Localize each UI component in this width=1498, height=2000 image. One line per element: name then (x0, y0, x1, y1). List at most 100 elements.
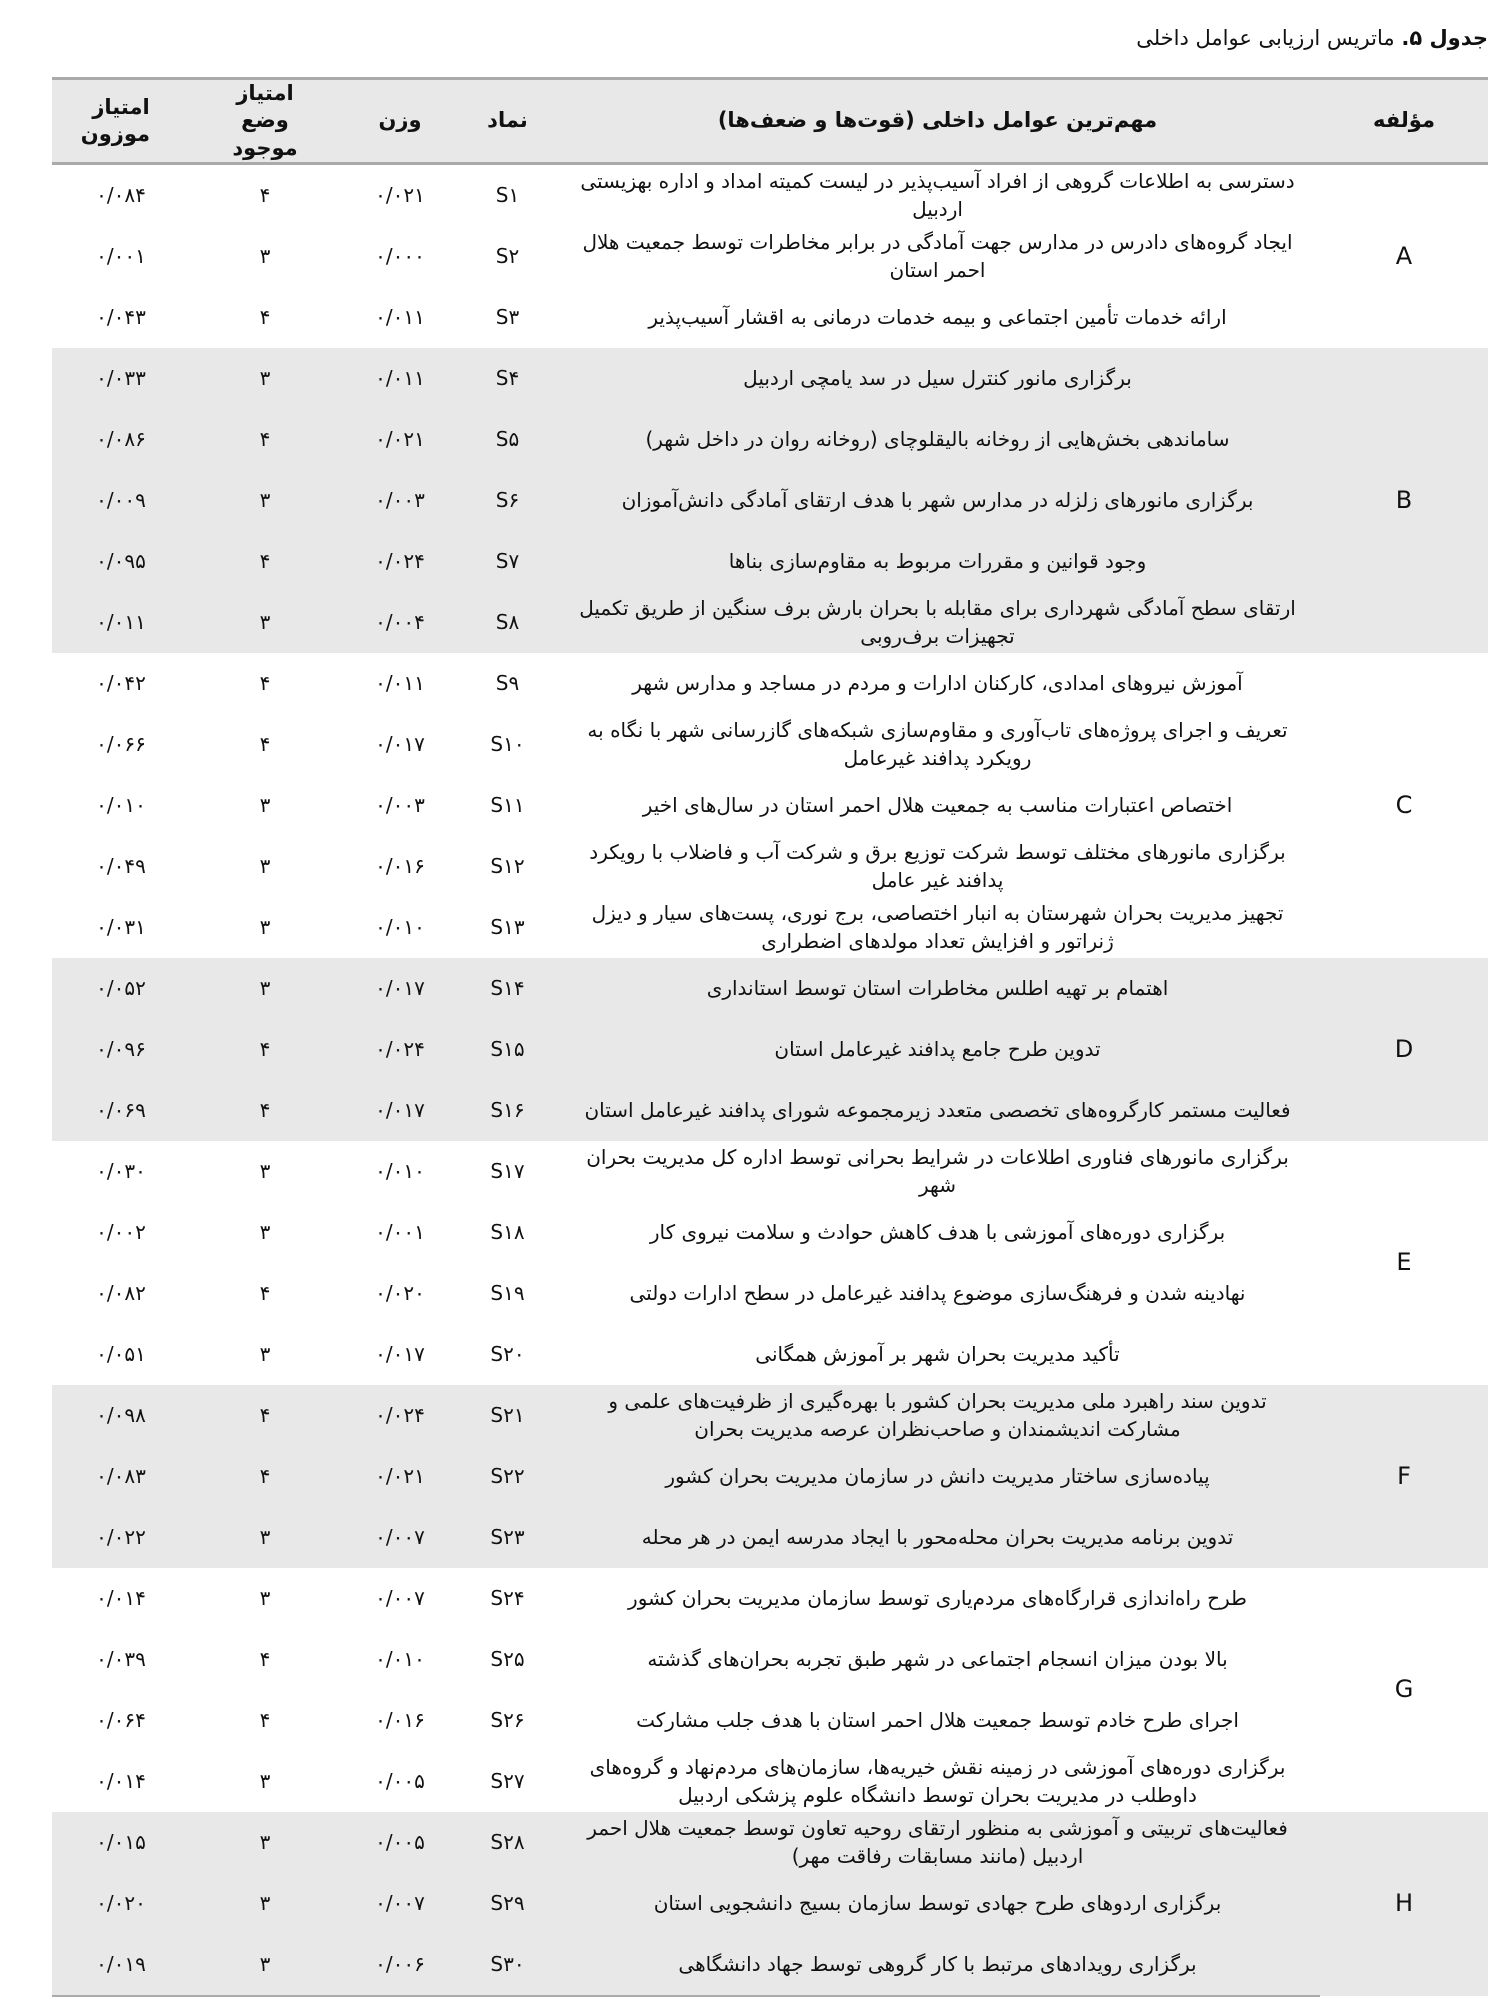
weight-cell: ۰/۰۰۷ (340, 1872, 460, 1934)
symbol-cell: S۱ (495, 183, 520, 208)
weighted-cell: ۰/۰۱۰ (96, 793, 146, 818)
factor-cell: آموزش نیروهای امدادی، کارکنان ادارات و م… (632, 671, 1243, 696)
symbol-cell: S۲ (495, 244, 520, 269)
symbol-cell: S۱۹ (490, 1281, 525, 1306)
group-cell: H (1320, 1811, 1488, 1996)
weight-cell: ۰/۰۲۴ (340, 1018, 460, 1080)
weighted-cell: ۰/۰۱۴ (96, 1586, 146, 1611)
group-cell: B (1320, 347, 1488, 653)
factor-cell: ایجاد گروه‌های دادرس در مدارس جهت آمادگی… (582, 230, 1293, 283)
table-row: D اهتمام بر تهیه اطلس مخاطرات استان توسط … (52, 957, 1488, 1141)
weight-cell: ۰/۰۰۵ (375, 1769, 425, 1794)
weight-cell: ۰/۰۰۵ (340, 1811, 460, 1873)
group-cell: G (1394, 1675, 1414, 1704)
weighted-cell: ۰/۰۵۱ (96, 1342, 146, 1367)
header-group: مؤلفه (1320, 77, 1488, 165)
symbol-cell: S۳۰ (460, 1933, 555, 1997)
factor-cell: تدوین برنامه مدیریت بحران محله‌محور با ا… (555, 1506, 1320, 1568)
table-row: تدوین برنامه مدیریت بحران محله‌محور با ا… (52, 1506, 1488, 1568)
weight-cell: ۰/۰۰۰ (375, 244, 425, 269)
score-cell: ۳ (190, 1811, 340, 1873)
weighted-cell: ۰/۰۰۱ (96, 244, 146, 269)
symbol-cell: S۳ (495, 305, 520, 330)
weighted-cell: ۰/۰۶۶ (96, 732, 146, 757)
group-cell: C (1395, 790, 1413, 819)
table-row: E برگزاری مانورهای فناوری اطلاعات در شرای… (52, 1141, 1488, 1276)
factor-cell: تدوین طرح جامع پدافند غیرعامل استان (555, 1018, 1320, 1080)
symbol-cell: S۱۱ (490, 793, 525, 818)
weighted-cell: ۰/۰۲۰ (52, 1872, 190, 1934)
table-row: فعالیت مستمر کارگروه‌های تخصصی متعدد زیر… (52, 1079, 1488, 1141)
score-cell: ۳ (190, 1933, 340, 1997)
factor-cell: فعالیت مستمر کارگروه‌های تخصصی متعدد زیر… (555, 1079, 1320, 1141)
factor-cell: برگزاری مانورهای زلزله در مدارس شهر با ه… (555, 469, 1320, 531)
weight-cell: ۰/۰۱۱ (375, 305, 425, 330)
score-cell: ۴ (190, 1079, 340, 1141)
score-cell: ۳ (190, 469, 340, 531)
internal-factors-matrix-table: مؤلفه مهم‌ترین عوامل داخلی (قوت‌ها و ضعف… (52, 77, 1488, 1997)
table-caption: جدول ۵. ماتریس ارزیابی عوامل داخلی (1136, 26, 1488, 50)
symbol-cell: S۲۰ (490, 1342, 525, 1367)
table-row: بالا بودن میزان انسجام اجتماعی در شهر طب… (52, 1629, 1488, 1690)
header-factor: مهم‌ترین عوامل داخلی (قوت‌ها و ضعف‌ها) (555, 77, 1320, 165)
weight-cell: ۰/۰۲۰ (375, 1281, 425, 1306)
weight-cell: ۰/۰۲۱ (340, 1445, 460, 1507)
weight-cell: ۰/۰۱۰ (375, 1159, 425, 1184)
score-cell: ۴ (259, 1708, 271, 1733)
score-cell: ۴ (259, 1281, 271, 1306)
score-cell: ۳ (259, 915, 271, 940)
score-cell: ۳ (259, 854, 271, 879)
weighted-cell: ۰/۰۳۳ (52, 347, 190, 409)
factor-cell: برگزاری مانور کنترل سیل در سد یامچی اردب… (555, 347, 1320, 409)
score-cell: ۳ (259, 244, 271, 269)
symbol-cell: S۱۴ (460, 957, 555, 1019)
weighted-cell: ۰/۰۱۵ (52, 1811, 190, 1873)
factor-cell: اجرای طرح خادم توسط جمعیت هلال احمر استا… (636, 1708, 1239, 1733)
symbol-cell: S۴ (460, 347, 555, 409)
table-row: برگزاری اردوهای طرح جهادی توسط سازمان بس… (52, 1872, 1488, 1934)
symbol-cell: S۲۱ (460, 1384, 555, 1446)
score-cell: ۳ (190, 1506, 340, 1568)
score-cell: ۳ (259, 793, 271, 818)
factor-cell: برگزاری مانورهای فناوری اطلاعات در شرایط… (586, 1145, 1289, 1198)
header-weight: وزن (340, 77, 460, 165)
symbol-cell: S۲۶ (490, 1708, 525, 1733)
factor-cell: بالا بودن میزان انسجام اجتماعی در شهر طب… (647, 1647, 1228, 1672)
score-cell: ۴ (190, 530, 340, 592)
table-row: ساماندهی بخش‌هایی از روخانه بالیقلوچای (… (52, 408, 1488, 470)
score-cell: ۴ (259, 1647, 271, 1672)
factor-cell: تجهیز مدیریت بحران شهرستان به انبار اختص… (591, 901, 1284, 954)
table-row: برگزاری دوره‌های آموزشی با هدف کاهش حواد… (52, 1202, 1488, 1263)
weighted-cell: ۰/۰۳۰ (96, 1159, 146, 1184)
weighted-cell: ۰/۰۵۲ (52, 957, 190, 1019)
symbol-cell: S۱۳ (490, 915, 525, 940)
table-row: اجرای طرح خادم توسط جمعیت هلال احمر استا… (52, 1690, 1488, 1751)
weighted-cell: ۰/۰۰۹ (52, 469, 190, 531)
table-row: پیاده‌سازی ساختار مدیریت دانش در سازمان … (52, 1445, 1488, 1507)
symbol-cell: S۲۳ (460, 1506, 555, 1568)
table-row: ارائه خدمات تأمین اجتماعی و بیمه خدمات د… (52, 287, 1488, 348)
weight-cell: ۰/۰۱۶ (375, 1708, 425, 1733)
factor-cell: پیاده‌سازی ساختار مدیریت دانش در سازمان … (555, 1445, 1320, 1507)
weighted-cell: ۰/۰۶۴ (96, 1708, 146, 1733)
table-row: برگزاری رویدادهای مرتبط با کار گروهی توس… (52, 1933, 1488, 1997)
score-cell: ۴ (259, 732, 271, 757)
factor-cell: دسترسی به اطلاعات گروهی از افراد آسیب‌پذ… (580, 169, 1295, 222)
score-cell: ۳ (259, 1342, 271, 1367)
weighted-cell: ۰/۰۳۹ (96, 1647, 146, 1672)
group-cell: A (1395, 241, 1413, 270)
score-cell: ۴ (259, 671, 271, 696)
weight-cell: ۰/۰۱۷ (375, 732, 425, 757)
symbol-cell: S۲۲ (460, 1445, 555, 1507)
table-row: برگزاری دوره‌های آموزشی در زمینه نقش خیر… (52, 1751, 1488, 1812)
weighted-cell: ۰/۰۹۸ (52, 1384, 190, 1446)
weighted-cell: ۰/۰۸۴ (96, 183, 146, 208)
symbol-cell: S۲۸ (460, 1811, 555, 1873)
weighted-cell: ۰/۰۹۵ (52, 530, 190, 592)
score-cell: ۳ (259, 1220, 271, 1245)
symbol-cell: S۲۷ (490, 1769, 525, 1794)
table-row: نهادینه شدن و فرهنگ‌سازی موضوع پدافند غی… (52, 1263, 1488, 1324)
weight-cell: ۰/۰۰۴ (340, 591, 460, 653)
score-cell: ۳ (190, 1872, 340, 1934)
symbol-cell: S۱۷ (490, 1159, 525, 1184)
